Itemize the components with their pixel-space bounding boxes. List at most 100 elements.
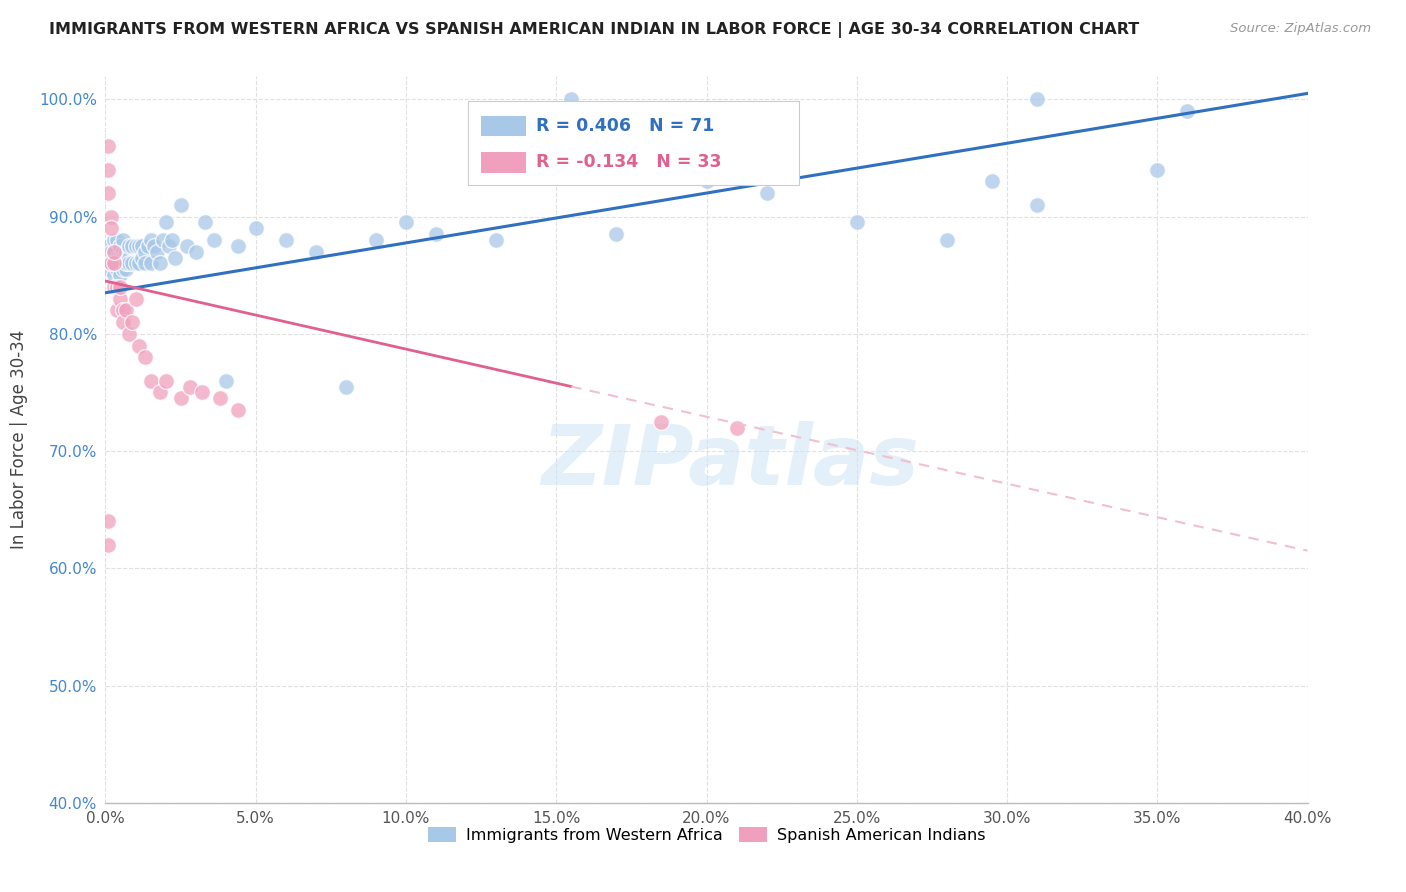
- Point: [169, 198, 191, 212]
- Point: [128, 239, 150, 253]
- Point: [152, 233, 174, 247]
- FancyBboxPatch shape: [468, 102, 799, 185]
- Legend: Immigrants from Western Africa, Spanish American Indians: Immigrants from Western Africa, Spanish …: [422, 821, 991, 849]
- Point: [118, 256, 141, 270]
- Point: [1026, 92, 1049, 106]
- Point: [112, 315, 135, 329]
- Point: [118, 326, 141, 341]
- Point: [214, 374, 236, 388]
- Point: [100, 256, 122, 270]
- Point: [155, 374, 177, 388]
- Point: [124, 292, 146, 306]
- Point: [650, 415, 672, 429]
- Point: [112, 262, 135, 277]
- Point: [134, 350, 156, 364]
- Point: [305, 244, 328, 259]
- Point: [274, 233, 297, 247]
- Point: [118, 251, 141, 265]
- Point: [202, 233, 225, 247]
- Point: [100, 221, 122, 235]
- Point: [208, 391, 231, 405]
- Point: [845, 215, 868, 229]
- FancyBboxPatch shape: [481, 153, 526, 172]
- Point: [194, 215, 217, 229]
- Point: [115, 244, 138, 259]
- Point: [395, 215, 418, 229]
- Point: [97, 139, 120, 153]
- Point: [696, 174, 718, 188]
- Point: [103, 233, 125, 247]
- Point: [112, 244, 135, 259]
- Point: [115, 256, 138, 270]
- Point: [107, 233, 129, 247]
- Point: [100, 210, 122, 224]
- Point: [226, 239, 249, 253]
- Text: IMMIGRANTS FROM WESTERN AFRICA VS SPANISH AMERICAN INDIAN IN LABOR FORCE | AGE 3: IMMIGRANTS FROM WESTERN AFRICA VS SPANIS…: [49, 22, 1139, 38]
- Point: [139, 256, 162, 270]
- Point: [115, 303, 138, 318]
- Point: [100, 256, 122, 270]
- Point: [97, 538, 120, 552]
- Point: [103, 244, 125, 259]
- Point: [97, 262, 120, 277]
- Point: [107, 303, 129, 318]
- Point: [124, 239, 146, 253]
- Point: [184, 244, 207, 259]
- Point: [112, 251, 135, 265]
- Point: [139, 233, 162, 247]
- Point: [245, 221, 267, 235]
- Point: [725, 420, 748, 434]
- Point: [145, 244, 167, 259]
- Text: R = 0.406   N = 71: R = 0.406 N = 71: [536, 117, 714, 135]
- Point: [100, 244, 122, 259]
- Point: [755, 186, 778, 200]
- Point: [97, 186, 120, 200]
- Point: [124, 256, 146, 270]
- Point: [97, 515, 120, 529]
- Point: [110, 268, 132, 282]
- Point: [121, 239, 143, 253]
- Point: [142, 239, 165, 253]
- Point: [1177, 103, 1199, 118]
- Point: [110, 292, 132, 306]
- Point: [110, 239, 132, 253]
- Point: [107, 280, 129, 294]
- Point: [97, 239, 120, 253]
- Point: [112, 303, 135, 318]
- Point: [121, 315, 143, 329]
- Point: [134, 244, 156, 259]
- Point: [169, 391, 191, 405]
- Point: [107, 251, 129, 265]
- Point: [148, 256, 170, 270]
- Point: [155, 215, 177, 229]
- Point: [131, 251, 153, 265]
- Point: [335, 379, 357, 393]
- Point: [110, 256, 132, 270]
- Point: [128, 338, 150, 352]
- Point: [157, 239, 180, 253]
- Point: [981, 174, 1004, 188]
- Point: [148, 385, 170, 400]
- Point: [425, 227, 447, 241]
- Point: [103, 256, 125, 270]
- Point: [103, 244, 125, 259]
- Point: [560, 92, 582, 106]
- Point: [110, 280, 132, 294]
- Point: [136, 239, 159, 253]
- Point: [107, 262, 129, 277]
- Point: [134, 256, 156, 270]
- Point: [139, 374, 162, 388]
- Point: [160, 233, 183, 247]
- Point: [118, 239, 141, 253]
- Point: [110, 251, 132, 265]
- Point: [936, 233, 959, 247]
- Point: [131, 239, 153, 253]
- Text: Source: ZipAtlas.com: Source: ZipAtlas.com: [1230, 22, 1371, 36]
- Point: [163, 251, 186, 265]
- Point: [1146, 162, 1168, 177]
- Point: [605, 227, 627, 241]
- Text: ZIPatlas: ZIPatlas: [541, 421, 920, 501]
- Point: [112, 233, 135, 247]
- Point: [1026, 198, 1049, 212]
- Point: [115, 262, 138, 277]
